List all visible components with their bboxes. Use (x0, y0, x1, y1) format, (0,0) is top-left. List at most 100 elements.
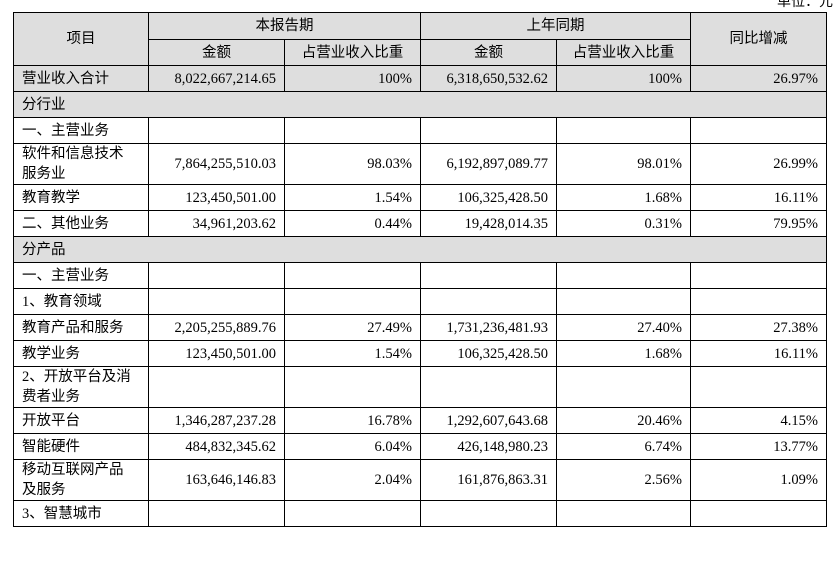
header-cell: 上年同期 (420, 12, 691, 40)
cell (556, 500, 691, 527)
cell (420, 366, 557, 408)
table-row: 2、开放平台及消费者业务 (13, 366, 827, 408)
cell: 1.68% (556, 184, 691, 211)
row-label: 教学业务 (13, 340, 149, 367)
table-row: 一、主营业务 (13, 117, 827, 144)
cell: 4.15% (690, 407, 827, 434)
cell: 161,876,863.31 (420, 459, 557, 501)
row-label: 教育产品和服务 (13, 314, 149, 341)
cell (420, 117, 557, 144)
revenue-table: 项目 本报告期 上年同期 同比增减 金额 占营业收入比重 金额 占营业收入比重 … (13, 12, 827, 527)
header-cell: 同比增减 (690, 12, 827, 66)
cell (556, 117, 691, 144)
cell: 484,832,345.62 (148, 433, 285, 460)
cell: 100% (284, 65, 421, 92)
header-row: 项目 本报告期 上年同期 同比增减 (13, 12, 827, 66)
cell (284, 262, 421, 289)
header-cell: 项目 (13, 12, 149, 66)
row-label: 2、开放平台及消费者业务 (13, 366, 149, 408)
cell (556, 262, 691, 289)
cell: 6.74% (556, 433, 691, 460)
row-label: 3、智慧城市 (13, 500, 149, 527)
cell: 0.44% (284, 210, 421, 237)
cell: 79.95% (690, 210, 827, 237)
cell: 13.77% (690, 433, 827, 460)
table-row: 移动互联网产品及服务 163,646,146.83 2.04% 161,876,863… (13, 459, 827, 501)
cell (690, 117, 827, 144)
table-row: 3、智慧城市 (13, 500, 827, 527)
section-title: 分行业 (13, 91, 827, 118)
cell (284, 500, 421, 527)
cell (690, 366, 827, 408)
cell: 1,346,287,237.28 (148, 407, 285, 434)
cell (420, 262, 557, 289)
table-row: 1、教育领域 (13, 288, 827, 315)
cell (420, 500, 557, 527)
cell: 2.04% (284, 459, 421, 501)
cell: 16.11% (690, 184, 827, 211)
cell (690, 500, 827, 527)
cell: 19,428,014.35 (420, 210, 557, 237)
cell (284, 366, 421, 408)
unit-label: 单位：元 (777, 0, 833, 10)
table-row: 一、主营业务 (13, 262, 827, 289)
header-row: 金额 占营业收入比重 金额 占营业收入比重 (14, 39, 827, 66)
table-body: 项目 本报告期 上年同期 同比增减 金额 占营业收入比重 金额 占营业收入比重 … (13, 12, 827, 527)
header-cell: 本报告期 (148, 12, 421, 40)
cell: 27.40% (556, 314, 691, 341)
row-label: 开放平台 (13, 407, 149, 434)
cell: 6,192,897,089.77 (420, 143, 557, 185)
cell: 426,148,980.23 (420, 433, 557, 460)
table-row: 软件和信息技术服务业 7,864,255,510.03 98.03% 6,192,89… (13, 143, 827, 185)
row-label: 一、主营业务 (13, 262, 149, 289)
cell (556, 366, 691, 408)
cell: 2.56% (556, 459, 691, 501)
cell: 27.49% (284, 314, 421, 341)
table-row: 教育产品和服务 2,205,255,889.76 27.49% 1,731,236,4… (13, 314, 827, 341)
row-label: 二、其他业务 (13, 210, 149, 237)
row-label: 营业收入合计 (13, 65, 149, 92)
cell (690, 288, 827, 315)
header-cell: 金额 (420, 39, 557, 66)
row-label: 一、主营业务 (13, 117, 149, 144)
cell (148, 288, 285, 315)
cell: 16.78% (284, 407, 421, 434)
cell: 1,292,607,643.68 (420, 407, 557, 434)
cell (148, 500, 285, 527)
row-label: 1、教育领域 (13, 288, 149, 315)
cell: 6,318,650,532.62 (420, 65, 557, 92)
header-cell: 金额 (148, 39, 285, 66)
cell (148, 117, 285, 144)
cell: 7,864,255,510.03 (148, 143, 285, 185)
cell: 26.99% (690, 143, 827, 185)
row-label: 教育教学 (13, 184, 149, 211)
cell (284, 117, 421, 144)
cell (284, 288, 421, 315)
cell: 6.04% (284, 433, 421, 460)
section-row: 分产品 (13, 236, 827, 263)
row-label: 移动互联网产品及服务 (13, 459, 149, 501)
cell (148, 366, 285, 408)
cell: 20.46% (556, 407, 691, 434)
header-cell: 占营业收入比重 (556, 39, 691, 66)
table-row: 智能硬件 484,832,345.62 6.04% 426,148,980.23 6.7… (13, 433, 827, 460)
table-row: 二、其他业务 34,961,203.62 0.44% 19,428,014.35 0.3… (13, 210, 827, 237)
cell: 106,325,428.50 (420, 184, 557, 211)
row-label: 智能硬件 (13, 433, 149, 460)
section-title: 分产品 (13, 236, 827, 263)
cell: 1.54% (284, 340, 421, 367)
cell: 1.68% (556, 340, 691, 367)
row-label: 软件和信息技术服务业 (13, 143, 149, 185)
table-row: 教育教学 123,450,501.00 1.54% 106,325,428.50 1.6… (13, 184, 827, 211)
cell (148, 262, 285, 289)
cell: 163,646,146.83 (148, 459, 285, 501)
cell (690, 262, 827, 289)
cell: 27.38% (690, 314, 827, 341)
table-row: 教学业务 123,450,501.00 1.54% 106,325,428.50 1.6… (13, 340, 827, 367)
cell: 16.11% (690, 340, 827, 367)
cell: 123,450,501.00 (148, 184, 285, 211)
table-row: 开放平台 1,346,287,237.28 16.78% 1,292,607,643.… (13, 407, 827, 434)
cell: 1,731,236,481.93 (420, 314, 557, 341)
cell: 106,325,428.50 (420, 340, 557, 367)
